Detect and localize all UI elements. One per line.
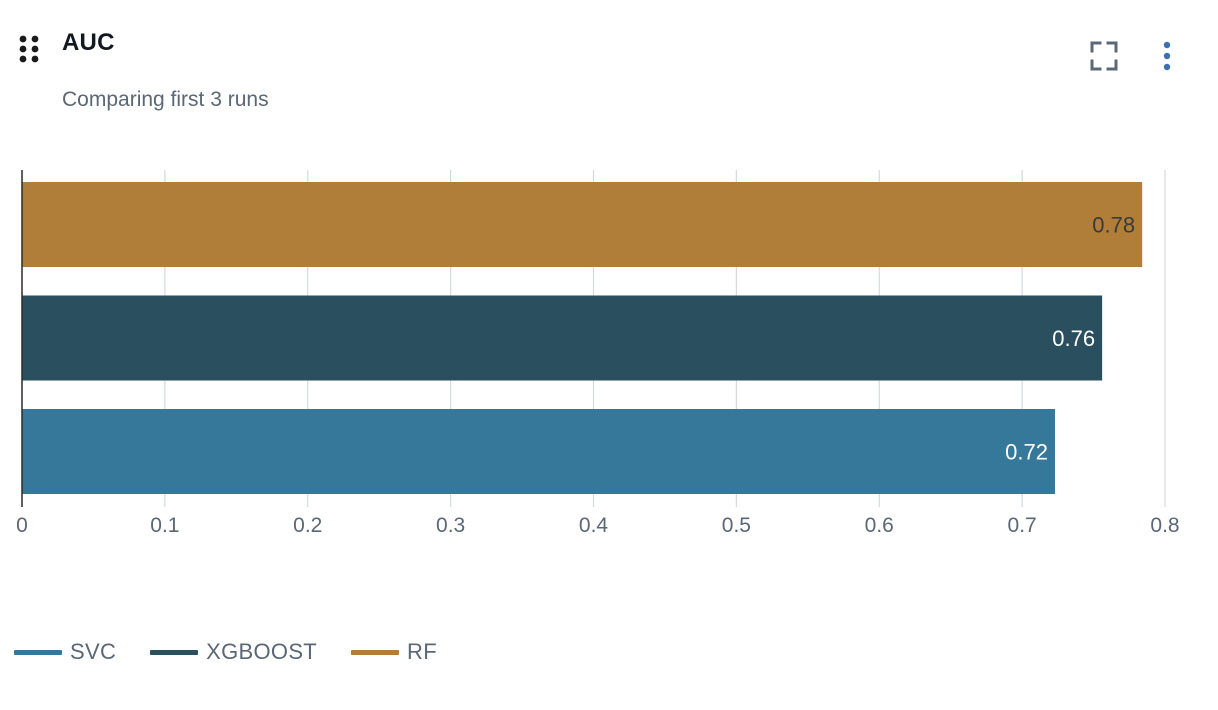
x-tick-label: 0.4 — [579, 514, 609, 537]
x-tick-label: 0.7 — [1008, 514, 1037, 537]
bar-layer: 0.78 0.76 0.72 — [22, 182, 1143, 494]
more-vertical-icon[interactable] — [1152, 38, 1182, 74]
chart-legend: SVC XGBOOST RF — [14, 636, 471, 668]
legend-swatch-svc — [14, 649, 62, 655]
x-tick-label: 0 — [16, 514, 28, 537]
fullscreen-icon[interactable] — [1084, 38, 1124, 74]
bar-svc[interactable] — [22, 409, 1055, 494]
legend-item-xgboost[interactable]: XGBOOST — [150, 639, 317, 665]
legend-label-svc: SVC — [70, 639, 117, 664]
x-tick-label: 0.6 — [865, 514, 894, 537]
legend-item-rf[interactable]: RF — [351, 639, 437, 665]
x-tick-label: 0.1 — [150, 514, 179, 537]
legend-swatch-rf — [351, 649, 400, 655]
legend-label-rf: RF — [407, 639, 437, 664]
legend-swatch-xgboost — [150, 649, 199, 655]
x-tick-label: 0.5 — [722, 514, 751, 537]
bar-value-label-svc: 0.72 — [1005, 440, 1048, 465]
bar-chart: 0.78 0.76 0.72 0 0.1 0.2 0.3 0.4 0.5 0.6 0.7 0.8 — [16, 170, 1180, 537]
axis-layer: 0 0.1 0.2 0.3 0.4 0.5 0.6 0.7 0.8 — [16, 170, 1180, 537]
chart-subtitle: Comparing first 3 runs — [62, 88, 269, 111]
legend-label-xgboost: XGBOOST — [206, 639, 318, 664]
legend-item-svc[interactable]: SVC — [14, 639, 116, 665]
drag-handle-icon[interactable] — [18, 34, 42, 66]
x-tick-label: 0.2 — [293, 514, 322, 537]
chart-title: AUC — [62, 29, 115, 56]
bar-value-label-rf: 0.78 — [1092, 213, 1135, 238]
x-tick-label: 0.8 — [1150, 514, 1179, 537]
x-tick-label: 0.3 — [436, 514, 465, 537]
bar-value-label-xgboost: 0.76 — [1052, 326, 1095, 351]
bar-xgboost[interactable] — [22, 295, 1103, 381]
bar-rf[interactable] — [22, 182, 1143, 267]
